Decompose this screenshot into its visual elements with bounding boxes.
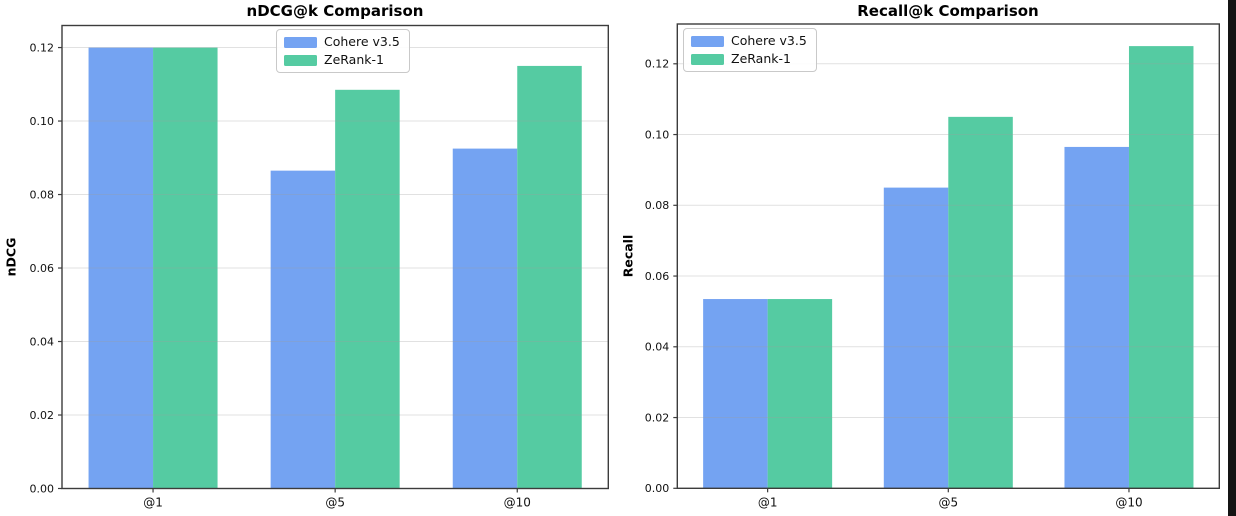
y-axis-label-ndcg: nDCG xyxy=(3,237,19,277)
bar-zerank-1-5 xyxy=(335,89,400,489)
y-tick-label: 0.02 xyxy=(645,411,670,424)
bar-zerank-1-5 xyxy=(948,116,1013,489)
legend-label-cohere: Cohere v3.5 xyxy=(324,34,400,49)
y-axis-label-recall: Recall xyxy=(620,234,636,278)
chart-title-ndcg: nDCG@k Comparison xyxy=(246,2,424,20)
legend-item-zerank: ZeRank-1 xyxy=(691,52,807,66)
y-tick-label: 0.10 xyxy=(645,128,670,141)
x-tick-label: @10 xyxy=(504,496,531,510)
y-tick-label: 0.04 xyxy=(645,341,670,354)
y-tick-label: 0.12 xyxy=(645,58,670,71)
chart-title-recall: Recall@k Comparison xyxy=(857,2,1039,20)
x-tick-label: @1 xyxy=(758,495,778,509)
y-tick-label: 0.00 xyxy=(645,482,670,495)
legend-item-cohere: Cohere v3.5 xyxy=(691,34,807,48)
bar-cohere-v3-5-1 xyxy=(88,47,154,489)
bar-cohere-v3-5-10 xyxy=(452,148,518,489)
y-tick-label: 0.08 xyxy=(30,188,55,201)
y-tick-label: 0.04 xyxy=(30,335,55,348)
legend-swatch-zerank-icon xyxy=(284,54,317,66)
legend-label-zerank: ZeRank-1 xyxy=(324,52,384,67)
bar-cohere-v3-5-5 xyxy=(270,170,336,489)
legend-recall: Cohere v3.5 ZeRank-1 xyxy=(683,28,817,72)
x-tick-label: @10 xyxy=(1115,495,1142,509)
bar-cohere-v3-5-5 xyxy=(883,187,949,489)
screen-edge-dark-strip xyxy=(1228,0,1236,516)
legend-label-zerank: ZeRank-1 xyxy=(731,51,791,66)
y-tick-label: 0.08 xyxy=(645,199,670,212)
y-tick-label: 0.06 xyxy=(645,270,670,283)
y-tick-label: 0.02 xyxy=(30,409,55,422)
legend-label-cohere: Cohere v3.5 xyxy=(731,33,807,48)
y-tick-label: 0.10 xyxy=(30,115,55,128)
legend-swatch-cohere-icon xyxy=(284,36,317,48)
bar-zerank-1-1 xyxy=(767,299,833,489)
y-tick-label: 0.12 xyxy=(30,41,55,54)
bar-cohere-v3-5-10 xyxy=(1064,146,1129,489)
bar-cohere-v3-5-1 xyxy=(703,299,768,489)
y-tick-label: 0.06 xyxy=(30,262,55,275)
bar-zerank-1-10 xyxy=(517,65,582,489)
bar-zerank-1-10 xyxy=(1128,46,1194,489)
legend-item-cohere: Cohere v3.5 xyxy=(284,35,400,49)
x-tick-label: @1 xyxy=(143,496,163,510)
x-tick-label: @5 xyxy=(325,496,345,510)
bar-zerank-1-1 xyxy=(153,47,218,489)
legend-swatch-cohere-icon xyxy=(691,35,724,47)
legend-swatch-zerank-icon xyxy=(691,53,724,65)
legend-ndcg: Cohere v3.5 ZeRank-1 xyxy=(276,29,410,73)
y-tick-label: 0.00 xyxy=(30,482,55,495)
x-tick-label: @5 xyxy=(938,495,958,509)
legend-item-zerank: ZeRank-1 xyxy=(284,53,400,67)
